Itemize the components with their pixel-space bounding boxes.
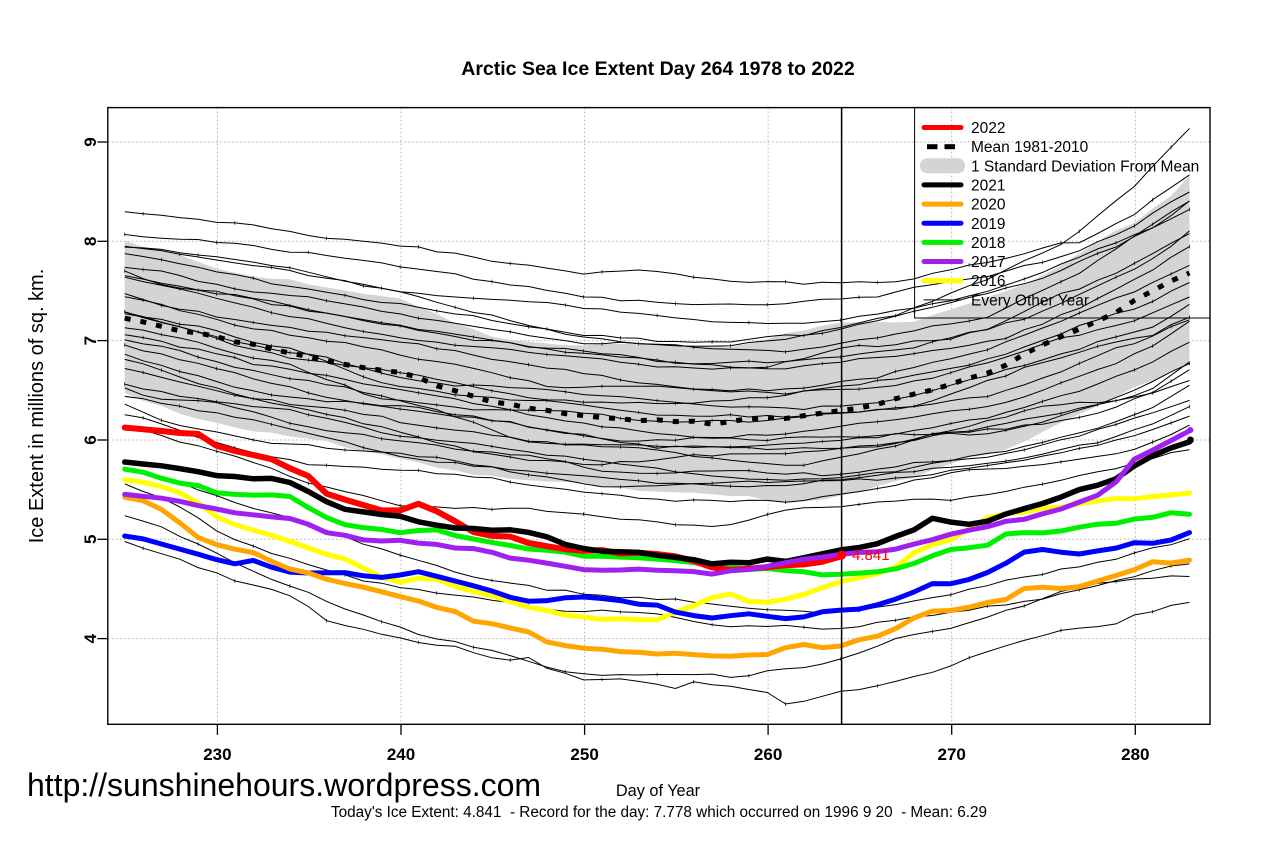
svg-text:6: 6 — [81, 435, 100, 444]
svg-text:Today's Ice Extent: 4.841 - R: Today's Ice Extent: 4.841 - Record for t… — [331, 804, 987, 821]
svg-text:280: 280 — [1121, 745, 1149, 764]
svg-text:240: 240 — [387, 745, 415, 764]
svg-text:2017: 2017 — [971, 254, 1005, 271]
svg-text:Mean 1981-2010: Mean 1981-2010 — [971, 139, 1089, 156]
svg-text:230: 230 — [203, 745, 231, 764]
svg-text:8: 8 — [81, 237, 100, 246]
svg-text:2019: 2019 — [971, 216, 1005, 233]
svg-text:270: 270 — [938, 745, 966, 764]
svg-text:260: 260 — [754, 745, 782, 764]
svg-text:http://sunshinehours.wordpress: http://sunshinehours.wordpress.com — [27, 767, 541, 803]
svg-text:250: 250 — [570, 745, 598, 764]
svg-text:2021: 2021 — [971, 177, 1005, 194]
svg-text:1 Standard Deviation From Mean: 1 Standard Deviation From Mean — [971, 158, 1199, 175]
svg-text:7: 7 — [81, 336, 100, 345]
svg-text:2020: 2020 — [971, 197, 1006, 214]
svg-text:Day of Year: Day of Year — [616, 782, 701, 800]
svg-text:Every Other Year: Every Other Year — [971, 292, 1089, 309]
svg-text:9: 9 — [81, 137, 100, 146]
svg-text:4: 4 — [81, 633, 100, 643]
svg-text:2022: 2022 — [971, 120, 1005, 137]
svg-text:Arctic Sea Ice Extent Day 264: Arctic Sea Ice Extent Day 264 1978 to 20… — [461, 58, 855, 80]
svg-text:2016: 2016 — [971, 273, 1005, 290]
svg-text:4.841: 4.841 — [852, 547, 890, 564]
svg-text:Ice Extent in millions of sq.: Ice Extent in millions of sq. km. — [26, 269, 48, 544]
svg-text:2018: 2018 — [971, 235, 1005, 252]
svg-text:5: 5 — [81, 535, 100, 544]
